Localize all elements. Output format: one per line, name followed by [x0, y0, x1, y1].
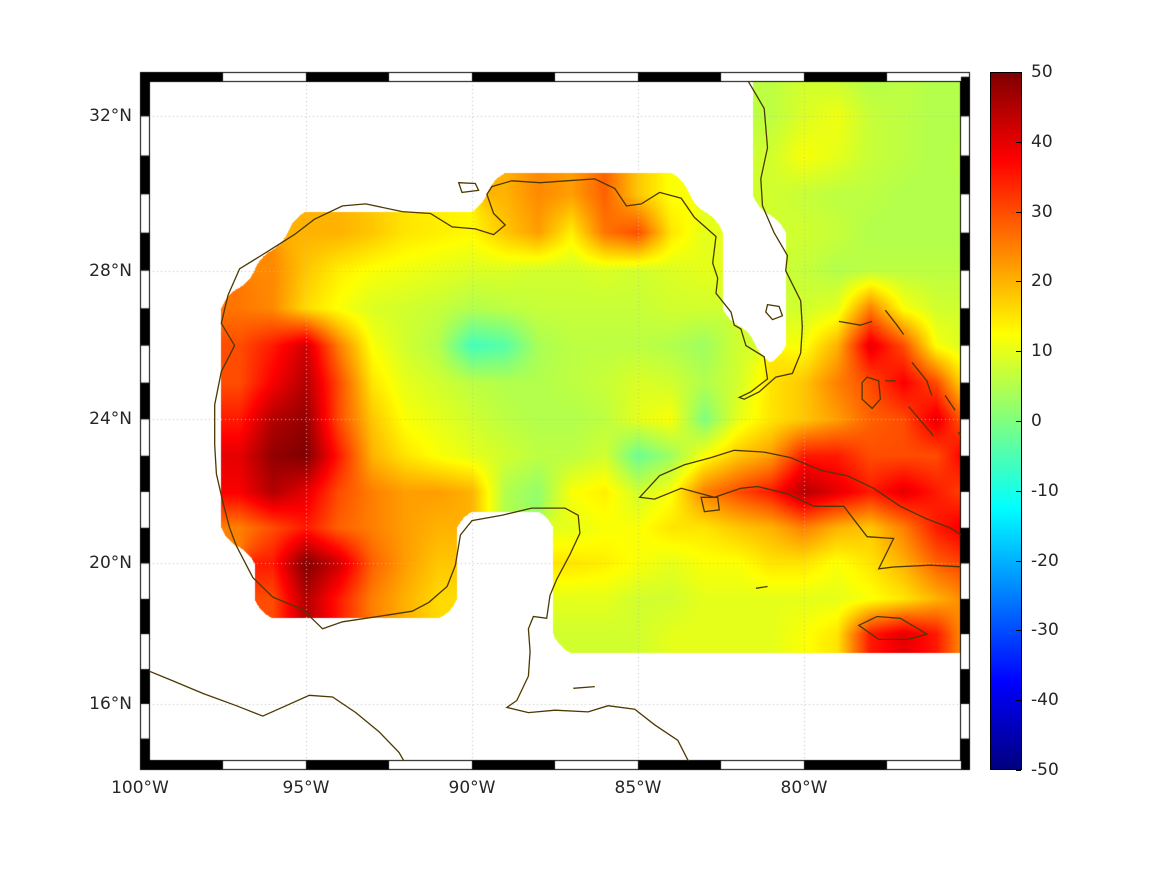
colorbar-tick-label: 10 — [1031, 341, 1053, 362]
colorbar-tick-mark — [1016, 561, 1021, 562]
colorbar-tick-label: -30 — [1031, 620, 1059, 641]
colorbar-tick-mark — [1016, 700, 1021, 701]
colorbar-tick-label: -10 — [1031, 480, 1059, 501]
colorbar-tick-label: 0 — [1031, 411, 1042, 431]
y-tick-label: 28°N — [89, 260, 132, 281]
colorbar-tick-mark — [1016, 142, 1021, 143]
colorbar-tick-mark — [1016, 491, 1021, 492]
colorbar-tick-label: 50 — [1031, 62, 1053, 82]
colorbar-tick-mark — [1016, 351, 1021, 352]
colorbar-tick-label: 30 — [1031, 201, 1053, 222]
x-tick-label: 100°W — [111, 778, 169, 798]
colorbar-tick-mark — [1016, 770, 1021, 771]
y-tick-label: 20°N — [89, 553, 132, 574]
colorbar-tick-label: 40 — [1031, 131, 1053, 152]
colorbar-tick-mark — [1016, 630, 1021, 631]
colorbar-tick-label: -40 — [1031, 690, 1059, 711]
colorbar-tick-mark — [1016, 421, 1021, 422]
colorbar-tick-label: -50 — [1031, 760, 1059, 780]
y-tick-label: 32°N — [89, 106, 132, 127]
x-tick-label: 95°W — [282, 778, 330, 798]
x-tick-label: 80°W — [780, 778, 828, 798]
colorbar-tick-mark — [1016, 72, 1021, 73]
x-tick-label: 90°W — [448, 778, 496, 798]
y-tick-label: 16°N — [89, 693, 132, 714]
x-tick-label: 85°W — [614, 778, 662, 798]
y-tick-label: 24°N — [89, 409, 132, 430]
colorbar-tick-mark — [1016, 212, 1021, 213]
colorbar-tick-mark — [1016, 281, 1021, 282]
colorbar-tick-label: -20 — [1031, 550, 1059, 571]
colorbar-tick-label: 20 — [1031, 271, 1053, 292]
